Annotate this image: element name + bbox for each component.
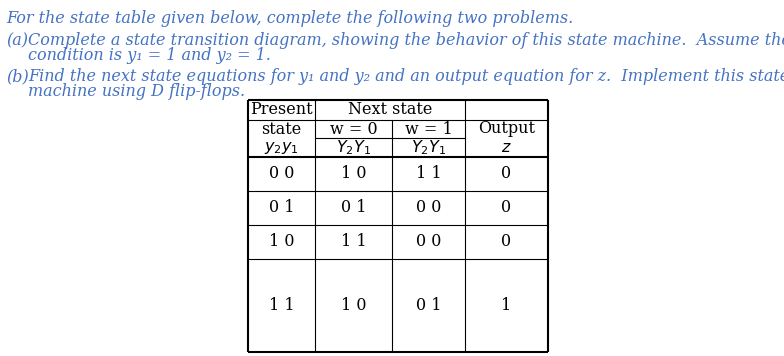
- Text: condition is y₁ = 1 and y₂ = 1.: condition is y₁ = 1 and y₂ = 1.: [28, 47, 271, 64]
- Text: 0 1: 0 1: [341, 199, 366, 216]
- Text: 1 1: 1 1: [269, 297, 294, 314]
- Text: w = 0: w = 0: [330, 120, 377, 137]
- Text: 1 0: 1 0: [269, 234, 294, 251]
- Text: 0 1: 0 1: [416, 297, 441, 314]
- Text: 0 0: 0 0: [416, 199, 441, 216]
- Text: 1: 1: [502, 297, 512, 314]
- Text: 1 1: 1 1: [416, 166, 441, 183]
- Text: $z$: $z$: [501, 139, 512, 156]
- Text: 0 1: 0 1: [269, 199, 294, 216]
- Text: 0 0: 0 0: [269, 166, 294, 183]
- Text: w = 1: w = 1: [405, 120, 452, 137]
- Text: Present: Present: [250, 101, 313, 119]
- Text: (b): (b): [6, 68, 29, 85]
- Text: 0: 0: [502, 234, 512, 251]
- Text: 1 0: 1 0: [341, 166, 366, 183]
- Text: Find the next state equations for y₁ and y₂ and an output equation for z.  Imple: Find the next state equations for y₁ and…: [28, 68, 784, 85]
- Text: machine using D flip-flops.: machine using D flip-flops.: [28, 83, 245, 100]
- Text: 0: 0: [502, 166, 512, 183]
- Text: Complete a state transition diagram, showing the behavior of this state machine.: Complete a state transition diagram, sho…: [28, 32, 784, 49]
- Text: $Y_2Y_1$: $Y_2Y_1$: [411, 138, 446, 157]
- Text: Output: Output: [478, 120, 535, 137]
- Text: state: state: [261, 120, 302, 137]
- Text: 1 0: 1 0: [341, 297, 366, 314]
- Text: 1 1: 1 1: [341, 234, 366, 251]
- Text: 0: 0: [502, 199, 512, 216]
- Text: For the state table given below, complete the following two problems.: For the state table given below, complet…: [6, 10, 573, 27]
- Text: $Y_2Y_1$: $Y_2Y_1$: [336, 138, 371, 157]
- Text: Next state: Next state: [348, 101, 432, 119]
- Text: (a): (a): [6, 32, 28, 49]
- Text: $y_2y_1$: $y_2y_1$: [264, 139, 299, 156]
- Text: 0 0: 0 0: [416, 234, 441, 251]
